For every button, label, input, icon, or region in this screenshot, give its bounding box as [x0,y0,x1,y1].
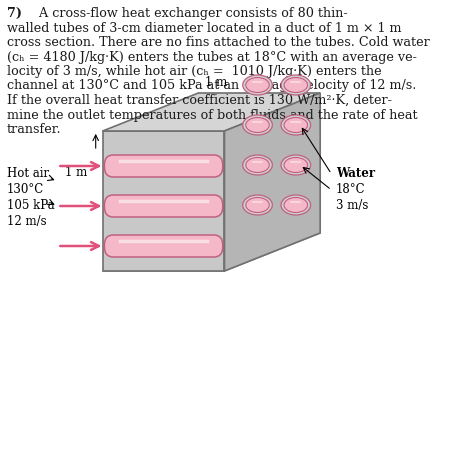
Text: 130°C: 130°C [7,183,44,196]
Text: (cₕ = 4180 J/kg·K) enters the tubes at 18°C with an average ve-: (cₕ = 4180 J/kg·K) enters the tubes at 1… [7,50,417,63]
Ellipse shape [281,196,310,216]
Text: 18°C: 18°C [336,183,365,196]
Text: cross section. There are no fins attached to the tubes. Cold water: cross section. There are no fins attache… [7,36,430,49]
Text: 1 m: 1 m [205,76,227,89]
Text: channel at 130°C and 105 kPa at an average velocity of 12 m/s.: channel at 130°C and 105 kPa at an avera… [7,79,416,92]
FancyBboxPatch shape [104,156,223,178]
Text: mine the outlet temperatures of both fluids and the rate of heat: mine the outlet temperatures of both flu… [7,108,418,121]
Ellipse shape [243,76,273,96]
Text: Water: Water [336,167,375,179]
Text: 1 m: 1 m [65,165,87,178]
Text: locity of 3 m/s, while hot air (cₕ =  1010 J/kg·K) enters the: locity of 3 m/s, while hot air (cₕ = 101… [7,65,382,78]
FancyBboxPatch shape [104,236,223,258]
Ellipse shape [281,76,310,96]
Text: transfer.: transfer. [7,123,62,136]
Polygon shape [103,234,320,271]
FancyBboxPatch shape [104,196,223,218]
Polygon shape [225,94,320,271]
Text: walled tubes of 3-cm diameter located in a duct of 1 m × 1 m: walled tubes of 3-cm diameter located in… [7,21,401,34]
Ellipse shape [281,156,310,176]
Ellipse shape [284,158,308,173]
Text: Hot air: Hot air [7,167,49,179]
Ellipse shape [284,79,308,93]
Polygon shape [103,94,320,132]
Ellipse shape [246,118,269,133]
Ellipse shape [243,196,273,216]
Ellipse shape [246,79,269,93]
Text: 3 m/s: 3 m/s [336,198,368,211]
Ellipse shape [243,116,273,136]
Text: 12 m/s: 12 m/s [7,215,46,228]
Polygon shape [103,132,225,271]
Ellipse shape [246,198,269,213]
Ellipse shape [284,118,308,133]
Text: If the overall heat transfer coefficient is 130 W/m²·K, deter-: If the overall heat transfer coefficient… [7,94,392,107]
Ellipse shape [243,156,273,176]
Ellipse shape [284,198,308,213]
Text: 7): 7) [7,7,22,20]
Ellipse shape [246,158,269,173]
Ellipse shape [281,116,310,136]
Text: 105 kPa: 105 kPa [7,198,55,211]
Text: A cross-flow heat exchanger consists of 80 thin-: A cross-flow heat exchanger consists of … [7,7,347,20]
